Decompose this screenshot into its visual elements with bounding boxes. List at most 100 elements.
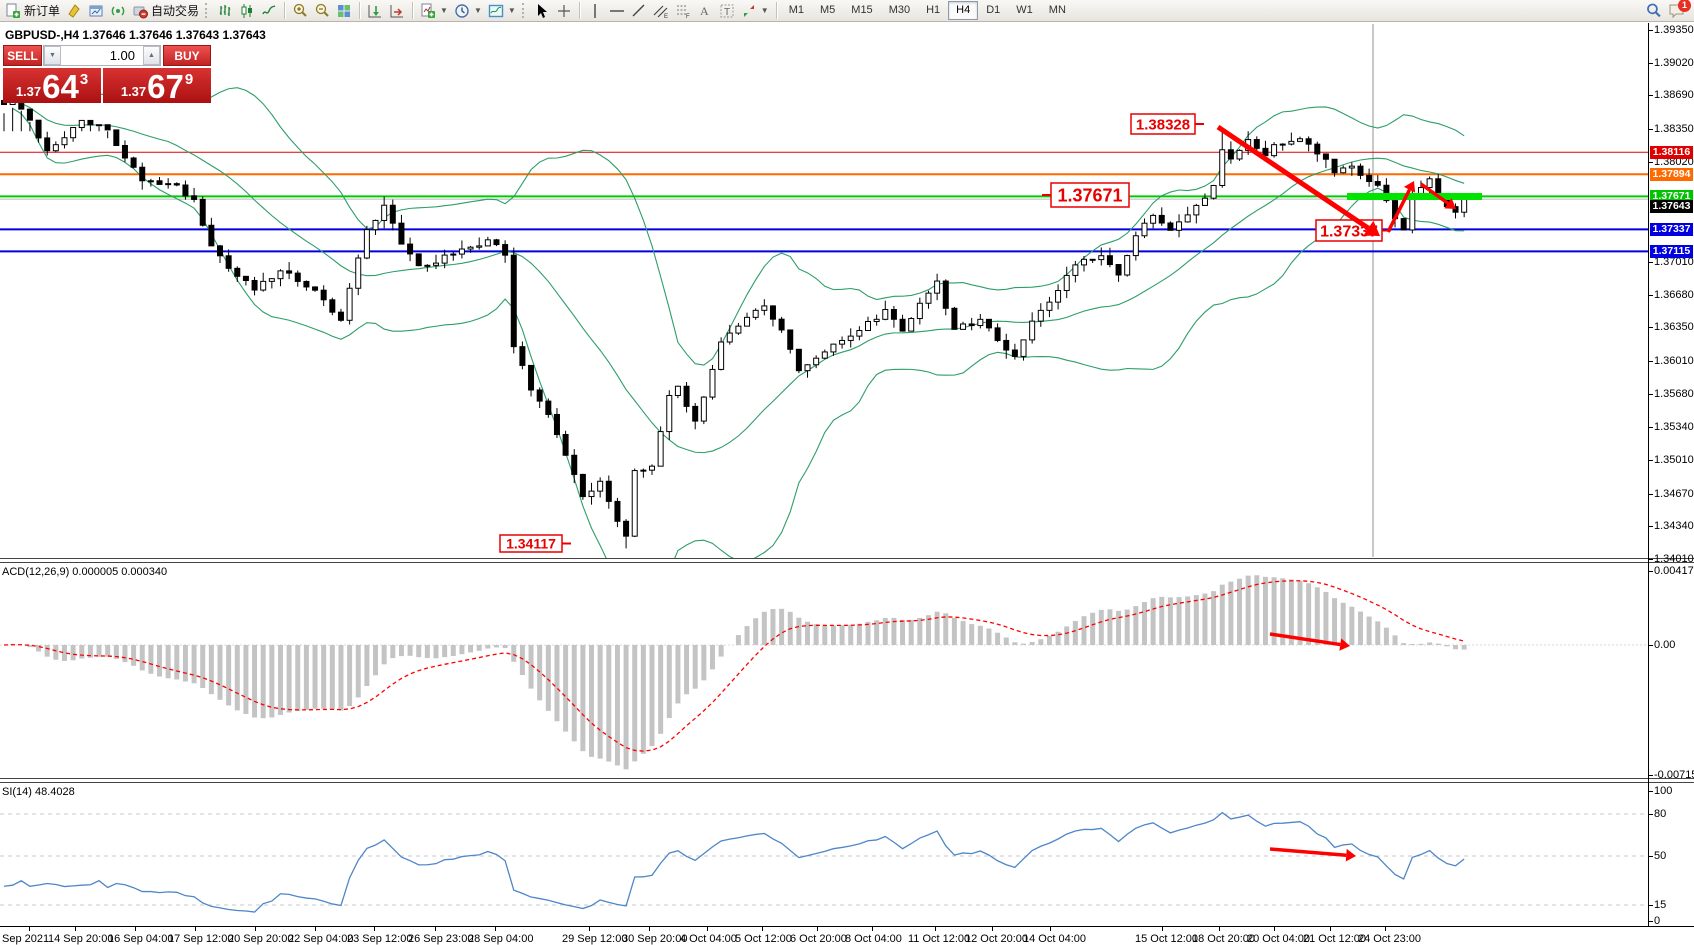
trendline-button[interactable] (628, 1, 650, 21)
svg-text:1.34117: 1.34117 (506, 536, 556, 552)
candlestick-button[interactable] (236, 1, 258, 21)
toolbar-separator (578, 2, 580, 19)
price-tag: 1.37671 (1650, 189, 1693, 203)
timeframe-MN[interactable]: MN (1048, 4, 1066, 16)
macd-label: ACD(12,26,9) 0.000005 0.000340 (2, 566, 168, 578)
fibonacci-icon: F (676, 5, 690, 19)
price-alert-button[interactable] (63, 1, 85, 21)
time-axis-label: 20 Sep 20:00 (228, 933, 294, 945)
price-axis-label: 1.38350 (1654, 123, 1694, 136)
market-watch-icon (111, 6, 125, 15)
pane-separator[interactable] (0, 778, 1694, 783)
timeframe-M15[interactable]: M15 (851, 4, 873, 16)
tile-windows-button[interactable] (333, 1, 355, 21)
auto-scroll-icon (368, 4, 382, 17)
timeframe-M30[interactable]: M30 (888, 4, 911, 16)
vertical-line-button[interactable] (584, 1, 606, 21)
time-axis-label: Sep 2021 (2, 933, 50, 945)
price-axis-label: 1.36010 (1654, 354, 1694, 367)
price-tick (1648, 294, 1653, 296)
time-axis-label: 21 Oct 12:00 (1303, 933, 1366, 945)
indicators-button[interactable]: ▼ (417, 1, 451, 21)
time-axis-label: 14 Sep 20:00 (48, 933, 114, 945)
crosshair-icon (557, 4, 570, 17)
zoom-out-icon (315, 3, 329, 17)
horizontal-line-button[interactable] (606, 1, 628, 21)
time-tick (1050, 927, 1051, 931)
templates-button[interactable]: ▼ (485, 1, 519, 21)
buy-button[interactable]: BUY (163, 45, 211, 66)
crosshair-button[interactable] (553, 1, 575, 21)
time-axis[interactable]: Sep 2021 14 Sep 20:00 16 Sep 04:00 17 Sep 1… (0, 926, 1694, 945)
arrows-tool-icon (743, 4, 754, 17)
candlestick-icon (241, 3, 253, 18)
timeframe-D1[interactable]: D1 (986, 4, 1001, 16)
buy-quote[interactable]: 1.37 67 9 (103, 68, 211, 103)
sell-button[interactable]: SELL (3, 45, 42, 66)
channel-button[interactable]: E (650, 1, 672, 21)
timeframe-H1[interactable]: H1 (926, 4, 941, 16)
time-tick (649, 927, 650, 931)
time-tick (935, 927, 936, 931)
rsi-axis-label: 50 (1654, 850, 1667, 862)
zoom-in-button[interactable] (289, 1, 311, 21)
rsi-axis-label: 0 (1654, 915, 1661, 927)
time-axis-label: 28 Sep 04:00 (468, 933, 534, 945)
line-chart-button[interactable] (258, 1, 280, 21)
rsi-plot[interactable] (0, 783, 1648, 926)
timeframe-H4[interactable]: H4 (948, 1, 979, 20)
toolbar-separator (284, 2, 286, 19)
time-axis-label: 17 Sep 12:00 (168, 933, 234, 945)
auto-scroll-button[interactable] (364, 1, 386, 21)
sell-price-main: 64 (42, 68, 79, 106)
macd-plot[interactable] (0, 563, 1648, 778)
rsi-axis-tick (1648, 856, 1653, 857)
svg-text:F: F (686, 14, 690, 19)
cursor-button[interactable] (531, 1, 553, 21)
text-label-button[interactable]: T (716, 1, 738, 21)
clock-icon (455, 3, 469, 18)
price-axis-label: 1.34670 (1654, 487, 1694, 500)
auto-trading-button[interactable]: 自动交易 (129, 1, 202, 21)
chart-shift-button[interactable] (386, 1, 408, 21)
time-axis-label: 11 Oct 12:00 (908, 933, 971, 945)
price-tick (1648, 327, 1653, 329)
periods-button[interactable]: ▼ (451, 1, 485, 21)
time-tick (707, 927, 708, 931)
time-axis-label: 24 Oct 23:00 (1358, 933, 1421, 945)
arrows-tool-button[interactable]: ▼ (738, 1, 772, 21)
indicators-icon (421, 3, 436, 18)
pane-separator[interactable] (0, 558, 1694, 563)
bar-chart-button[interactable] (214, 1, 236, 21)
sell-quote[interactable]: 1.37 64 3 (3, 68, 101, 103)
time-tick (315, 927, 316, 931)
time-axis-label: 15 Oct 12:00 (1135, 933, 1198, 945)
time-axis-label: 16 Sep 04:00 (108, 933, 174, 945)
volume-input[interactable]: 1.00 (109, 48, 135, 63)
volume-decrease-button[interactable]: ▼ (44, 46, 61, 65)
rsi-axis-tick (1648, 791, 1653, 792)
zoom-out-button[interactable] (311, 1, 333, 21)
new-order-button[interactable]: 新订单 (2, 1, 63, 21)
timeframe-M5[interactable]: M5 (820, 4, 836, 16)
volume-increase-button[interactable]: ▲ (143, 46, 160, 65)
price-tag: 1.38116 (1650, 145, 1693, 159)
notifications-button[interactable]: 1 (1668, 0, 1691, 19)
rsi-axis-label: 100 (1654, 785, 1673, 797)
text-icon: A (700, 4, 709, 18)
price-axis-label: 1.36350 (1654, 321, 1694, 334)
auto-trading-label: 自动交易 (151, 4, 200, 18)
text-button[interactable]: A (694, 1, 716, 21)
new-chart-button[interactable] (85, 1, 107, 21)
price-axis-label: 1.35680 (1654, 387, 1694, 400)
market-watch-button[interactable] (107, 1, 129, 21)
fibonacci-button[interactable]: F (672, 1, 694, 21)
timeframe-M1[interactable]: M1 (788, 4, 804, 16)
time-tick (374, 927, 375, 931)
timeframe-W1[interactable]: W1 (1016, 4, 1033, 16)
price-axis-label: 1.38020 (1654, 155, 1694, 168)
rsi-axis-label: 80 (1654, 808, 1667, 820)
time-axis-label: 5 Oct 12:00 (735, 933, 792, 945)
search-icon[interactable] (1645, 2, 1662, 19)
